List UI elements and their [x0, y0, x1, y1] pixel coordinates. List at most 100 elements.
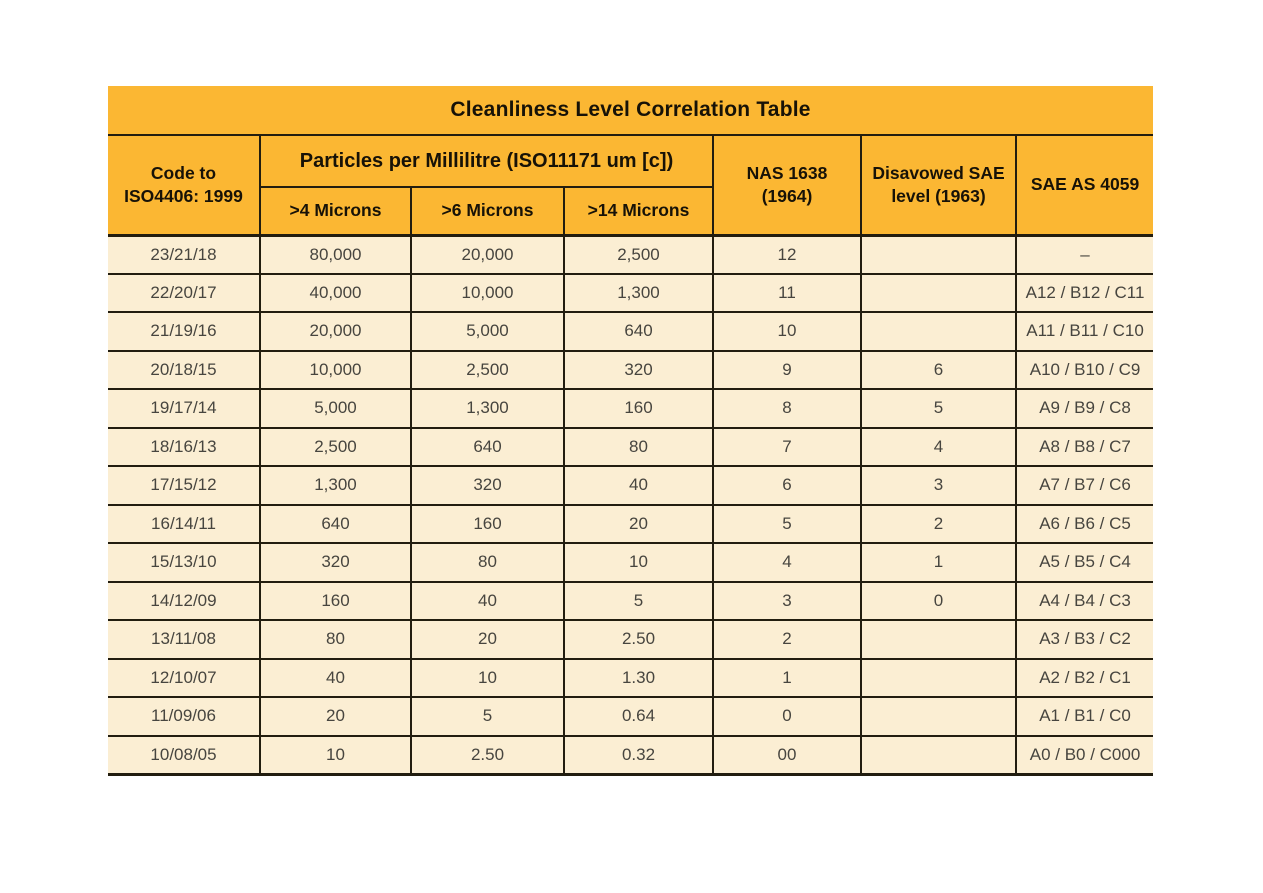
cell-nas: 2	[712, 619, 862, 660]
cell-sae_as: A10 / B10 / C9	[1014, 349, 1154, 390]
cell-gt4: 5,000	[259, 388, 412, 429]
table-row: 14/12/09 160 40 5 3 0 A4 / B4 / C3	[108, 580, 1154, 621]
iso-code-line2: ISO4406: 1999	[124, 185, 243, 206]
column-header-disavowed-sae: Disavowed SAE level (1963)	[860, 134, 1017, 237]
cell-gt6: 80	[410, 542, 565, 583]
cell-nas: 10	[712, 311, 862, 352]
cell-sae_level	[860, 234, 1017, 275]
table-row: 17/15/12 1,300 320 40 6 3 A7 / B7 / C6	[108, 465, 1154, 506]
cell-gt6: 320	[410, 465, 565, 506]
cell-gt6: 1,300	[410, 388, 565, 429]
cell-sae_level: 1	[860, 542, 1017, 583]
cell-gt6: 2,500	[410, 349, 565, 390]
cell-code: 12/10/07	[108, 657, 261, 698]
cell-sae_level	[860, 311, 1017, 352]
cell-gt6: 5,000	[410, 311, 565, 352]
cleanliness-correlation-table: Cleanliness Level Correlation Table Code…	[108, 86, 1154, 776]
cell-gt14: 80	[563, 426, 714, 467]
table-row: 11/09/06 20 5 0.64 0 A1 / B1 / C0	[108, 696, 1154, 737]
cell-code: 22/20/17	[108, 272, 261, 313]
cell-gt4: 10	[259, 734, 412, 776]
cell-gt14: 160	[563, 388, 714, 429]
table-row: 13/11/08 80 20 2.50 2 A3 / B3 / C2	[108, 619, 1154, 660]
column-header-iso-code: Code to ISO4406: 1999	[108, 134, 261, 237]
cell-sae_as: A3 / B3 / C2	[1014, 619, 1154, 660]
cell-gt4: 40	[259, 657, 412, 698]
cell-gt14: 2,500	[563, 234, 714, 275]
cell-nas: 7	[712, 426, 862, 467]
cell-code: 15/13/10	[108, 542, 261, 583]
cell-gt4: 20	[259, 696, 412, 737]
column-group-header-particles: Particles per Millilitre (ISO11171 um [c…	[259, 134, 714, 188]
cell-gt6: 160	[410, 503, 565, 544]
cell-nas: 1	[712, 657, 862, 698]
cell-nas: 9	[712, 349, 862, 390]
cell-nas: 8	[712, 388, 862, 429]
table-row: 19/17/14 5,000 1,300 160 8 5 A9 / B9 / C8	[108, 388, 1154, 429]
cell-sae_as: A9 / B9 / C8	[1014, 388, 1154, 429]
cell-nas: 5	[712, 503, 862, 544]
column-header-gt6-microns: >6 Microns	[410, 186, 565, 237]
table-row: 16/14/11 640 160 20 5 2 A6 / B6 / C5	[108, 503, 1154, 544]
cell-code: 10/08/05	[108, 734, 261, 776]
cell-gt14: 320	[563, 349, 714, 390]
cell-code: 11/09/06	[108, 696, 261, 737]
cell-sae_level: 0	[860, 580, 1017, 621]
table-row: 22/20/17 40,000 10,000 1,300 11 A12 / B12 / C…	[108, 272, 1154, 313]
cell-gt4: 80	[259, 619, 412, 660]
cell-gt6: 10,000	[410, 272, 565, 313]
cell-gt14: 40	[563, 465, 714, 506]
cell-sae_as: A8 / B8 / C7	[1014, 426, 1154, 467]
cell-code: 21/19/16	[108, 311, 261, 352]
cell-sae_level: 2	[860, 503, 1017, 544]
cell-sae_as: A12 / B12 / C11	[1014, 272, 1154, 313]
column-header-gt14-microns: >14 Microns	[563, 186, 713, 237]
cell-nas: 6	[712, 465, 862, 506]
cell-code: 23/21/18	[108, 234, 261, 275]
cell-gt4: 20,000	[259, 311, 412, 352]
cell-sae_as: A2 / B2 / C1	[1014, 657, 1154, 698]
cell-sae_level: 5	[860, 388, 1017, 429]
cell-nas: 00	[712, 734, 862, 776]
column-header-sae-as-4059: SAE AS 4059	[1014, 134, 1154, 237]
cell-gt14: 0.32	[563, 734, 714, 776]
cell-gt14: 5	[563, 580, 714, 621]
cell-gt6: 20,000	[410, 234, 565, 275]
cell-sae_level	[860, 619, 1017, 660]
iso-code-line1: Code to	[150, 163, 217, 183]
table-row: 12/10/07 40 10 1.30 1 A2 / B2 / C1	[108, 657, 1154, 698]
cell-gt4: 40,000	[259, 272, 412, 313]
cell-nas: 0	[712, 696, 862, 737]
cell-code: 13/11/08	[108, 619, 261, 660]
cell-gt6: 640	[410, 426, 565, 467]
table-row: 15/13/10 320 80 10 4 1 A5 / B5 / C4	[108, 542, 1154, 583]
cell-gt6: 20	[410, 619, 565, 660]
cell-gt14: 640	[563, 311, 714, 352]
cell-gt4: 160	[259, 580, 412, 621]
cell-gt14: 2.50	[563, 619, 714, 660]
cell-sae_as: A0 / B0 / C000	[1014, 734, 1154, 776]
cell-gt6: 40	[410, 580, 565, 621]
cell-code: 16/14/11	[108, 503, 261, 544]
column-header-nas-1638: NAS 1638 (1964)	[712, 134, 862, 237]
cell-sae_level: 6	[860, 349, 1017, 390]
table-body: Cleanliness Level Correlation Table Code…	[108, 86, 1154, 776]
cell-nas: 3	[712, 580, 862, 621]
cell-gt6: 5	[410, 696, 565, 737]
cell-sae_as: A1 / B1 / C0	[1014, 696, 1154, 737]
cell-sae_as: A6 / B6 / C5	[1014, 503, 1154, 544]
cell-gt14: 1,300	[563, 272, 714, 313]
cell-code: 19/17/14	[108, 388, 261, 429]
cell-sae_as: –	[1014, 234, 1154, 275]
column-header-gt4-microns: >4 Microns	[260, 186, 412, 237]
cell-gt4: 640	[259, 503, 412, 544]
table-row: 23/21/18 80,000 20,000 2,500 12 –	[108, 234, 1154, 275]
table-row: 18/16/13 2,500 640 80 7 4 A8 / B8 / C7	[108, 426, 1154, 467]
cell-gt14: 10	[563, 542, 714, 583]
header-row-group: Code to ISO4406: 1999 Particles per Mill…	[108, 134, 1154, 237]
cell-gt14: 1.30	[563, 657, 714, 698]
cell-gt4: 320	[259, 542, 412, 583]
cell-gt4: 80,000	[259, 234, 412, 275]
cell-sae_level: 3	[860, 465, 1017, 506]
table-row: 21/19/16 20,000 5,000 640 10 A11 / B11 / C10	[108, 311, 1154, 352]
